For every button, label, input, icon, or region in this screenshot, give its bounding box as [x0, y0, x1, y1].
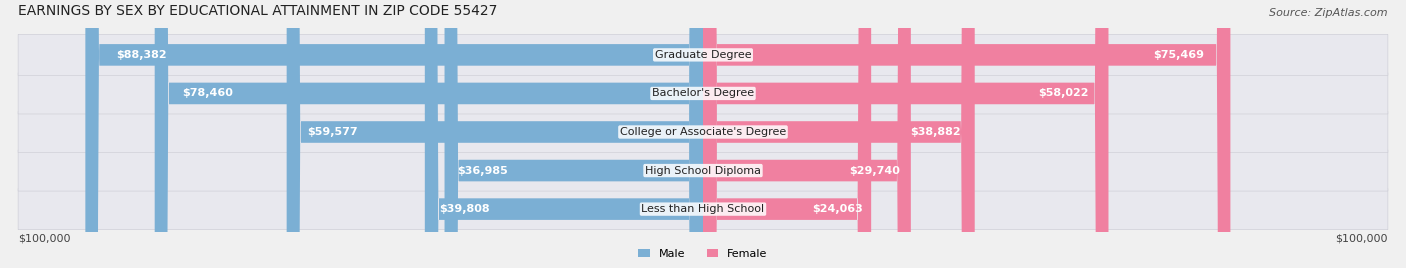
FancyBboxPatch shape	[18, 111, 1388, 152]
FancyBboxPatch shape	[703, 0, 1108, 268]
FancyBboxPatch shape	[86, 0, 703, 268]
Legend: Male, Female: Male, Female	[634, 244, 772, 263]
Text: $88,382: $88,382	[117, 50, 167, 60]
Text: High School Diploma: High School Diploma	[645, 166, 761, 176]
Text: College or Associate's Degree: College or Associate's Degree	[620, 127, 786, 137]
Text: Bachelor's Degree: Bachelor's Degree	[652, 88, 754, 98]
FancyBboxPatch shape	[287, 0, 703, 268]
Text: $100,000: $100,000	[18, 233, 70, 243]
Text: Graduate Degree: Graduate Degree	[655, 50, 751, 60]
FancyBboxPatch shape	[703, 0, 1230, 268]
Text: $59,577: $59,577	[308, 127, 359, 137]
Text: Source: ZipAtlas.com: Source: ZipAtlas.com	[1270, 8, 1388, 18]
FancyBboxPatch shape	[444, 0, 703, 268]
FancyBboxPatch shape	[703, 0, 872, 268]
Text: $100,000: $100,000	[1336, 233, 1388, 243]
Text: $75,469: $75,469	[1153, 50, 1204, 60]
FancyBboxPatch shape	[703, 0, 974, 268]
Text: $29,740: $29,740	[849, 166, 900, 176]
FancyBboxPatch shape	[18, 189, 1388, 230]
FancyBboxPatch shape	[425, 0, 703, 268]
FancyBboxPatch shape	[18, 73, 1388, 114]
FancyBboxPatch shape	[18, 34, 1388, 75]
FancyBboxPatch shape	[155, 0, 703, 268]
Text: $24,063: $24,063	[813, 204, 863, 214]
Text: $78,460: $78,460	[183, 88, 233, 98]
Text: $38,882: $38,882	[911, 127, 962, 137]
Text: $36,985: $36,985	[457, 166, 508, 176]
Text: Less than High School: Less than High School	[641, 204, 765, 214]
Text: EARNINGS BY SEX BY EDUCATIONAL ATTAINMENT IN ZIP CODE 55427: EARNINGS BY SEX BY EDUCATIONAL ATTAINMEN…	[18, 4, 498, 18]
Text: $58,022: $58,022	[1038, 88, 1088, 98]
FancyBboxPatch shape	[18, 150, 1388, 191]
FancyBboxPatch shape	[703, 0, 911, 268]
Text: $39,808: $39,808	[439, 204, 489, 214]
